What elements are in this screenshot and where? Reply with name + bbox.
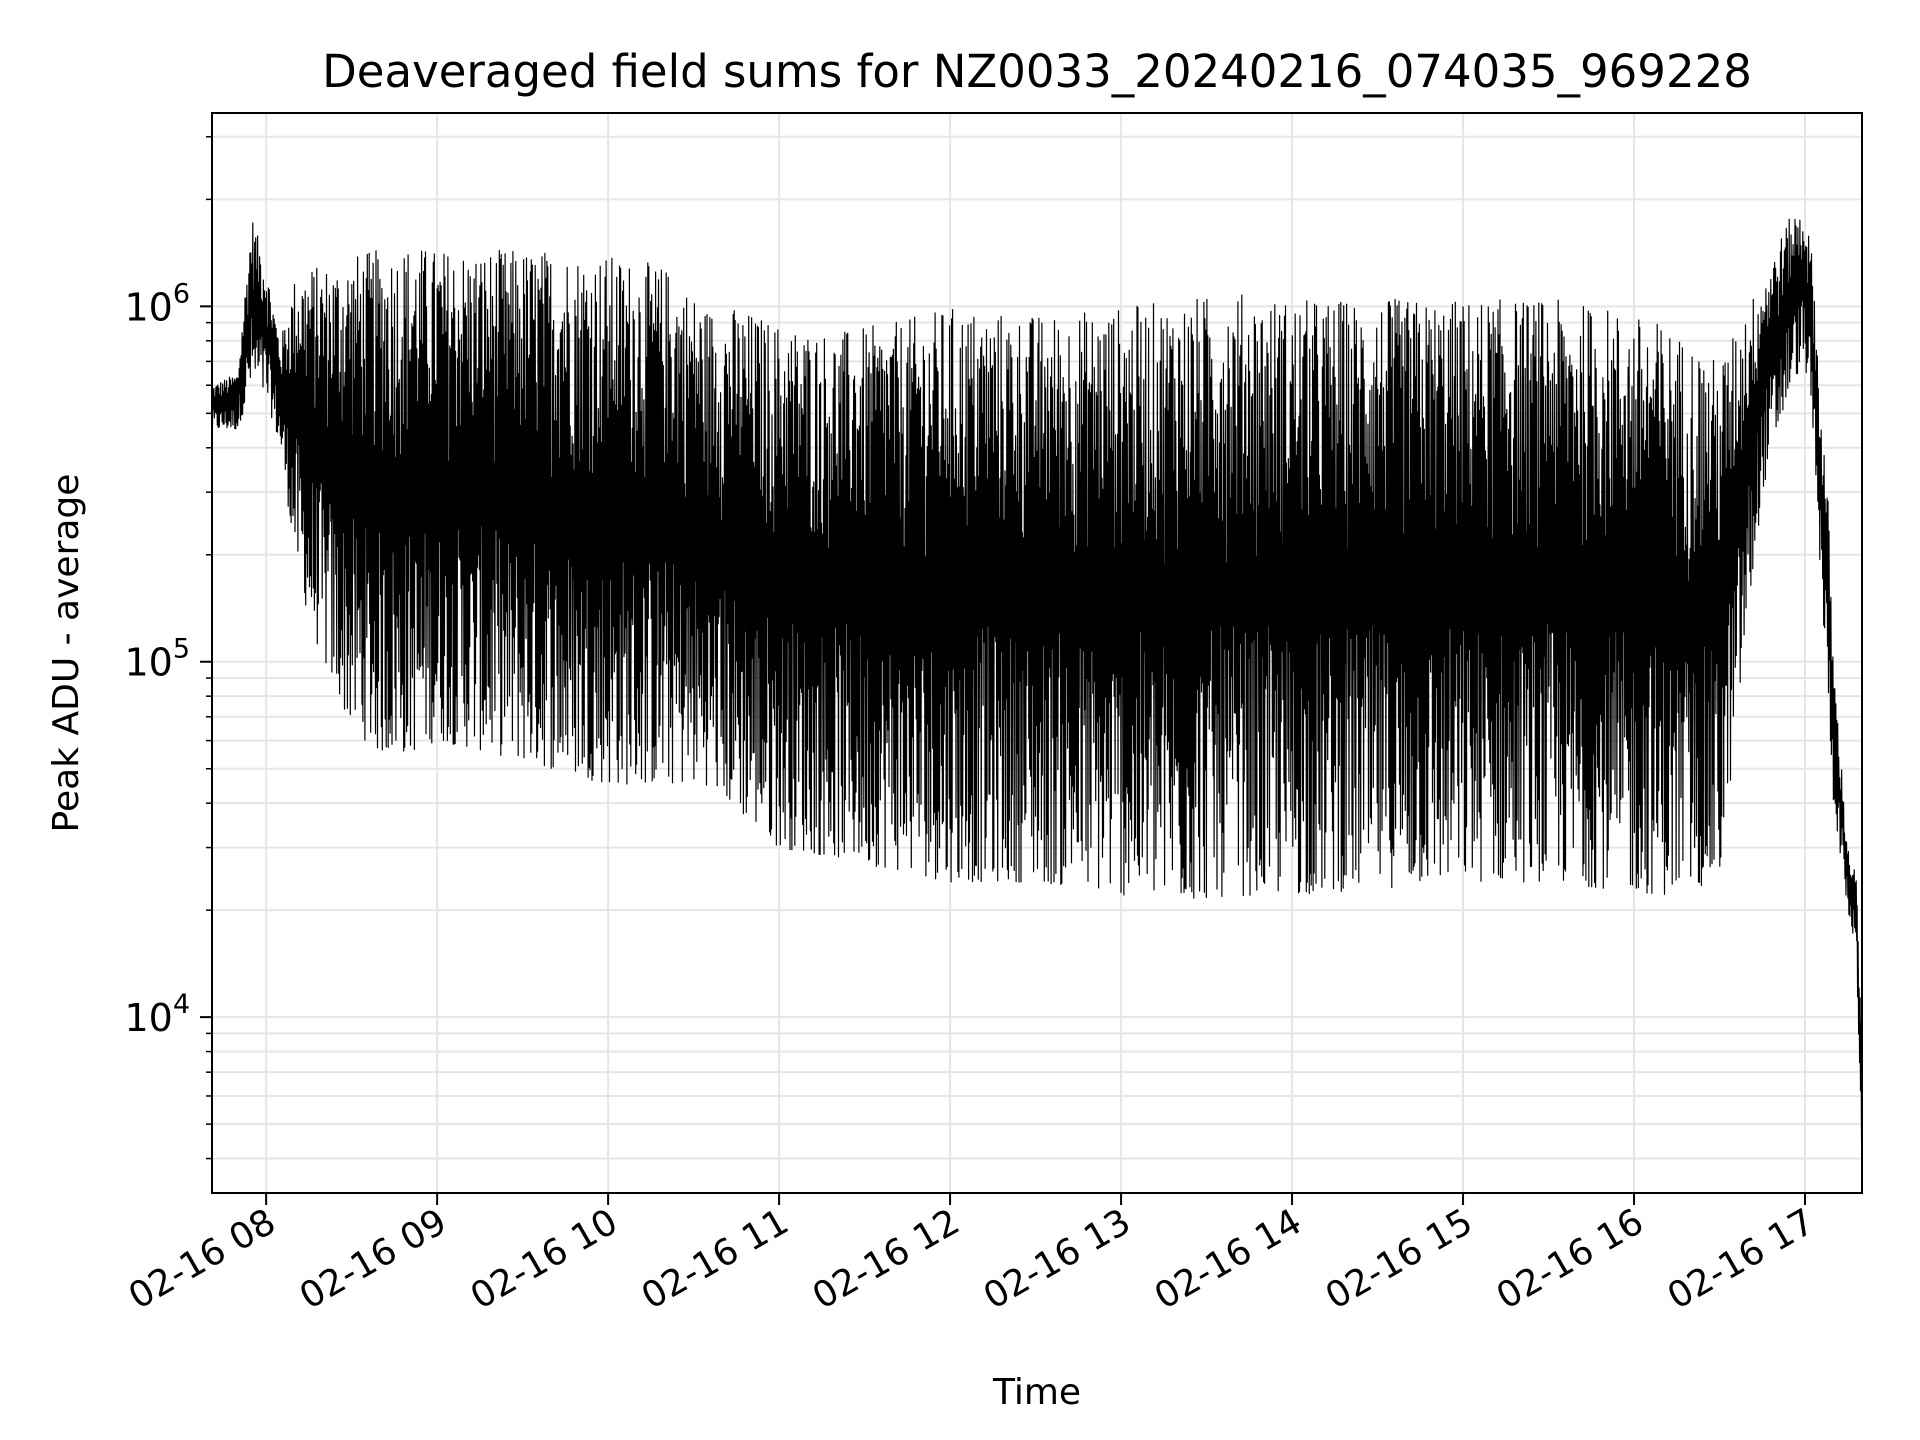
y-tick-label: 106 [124,278,190,329]
x-tick-label: 02-16 11 [635,1201,796,1317]
y-tick-label: 105 [124,634,190,685]
y-axis-label: Peak ADU - average [46,474,87,833]
x-tick-label: 02-16 16 [1490,1201,1651,1317]
x-tick-label: 02-16 14 [1148,1201,1309,1317]
x-tick-label: 02-16 15 [1319,1201,1480,1317]
x-tick-label: 02-16 12 [806,1201,967,1317]
x-axis-label: Time [992,1372,1081,1413]
series-line-peak-adu [212,218,1862,1140]
x-tick-label: 02-16 13 [977,1201,1138,1317]
axes-frame [211,112,1863,1194]
x-tick-label: 02-16 17 [1661,1201,1822,1317]
plot-area [212,218,1862,1140]
x-tick-label: 02-16 08 [122,1201,283,1317]
x-tick-label: 02-16 09 [293,1201,454,1317]
chart-title: Deaveraged field sums for NZ0033_2024021… [322,45,1752,98]
y-tick-label: 104 [124,989,190,1040]
x-tick-label: 02-16 10 [464,1201,625,1317]
